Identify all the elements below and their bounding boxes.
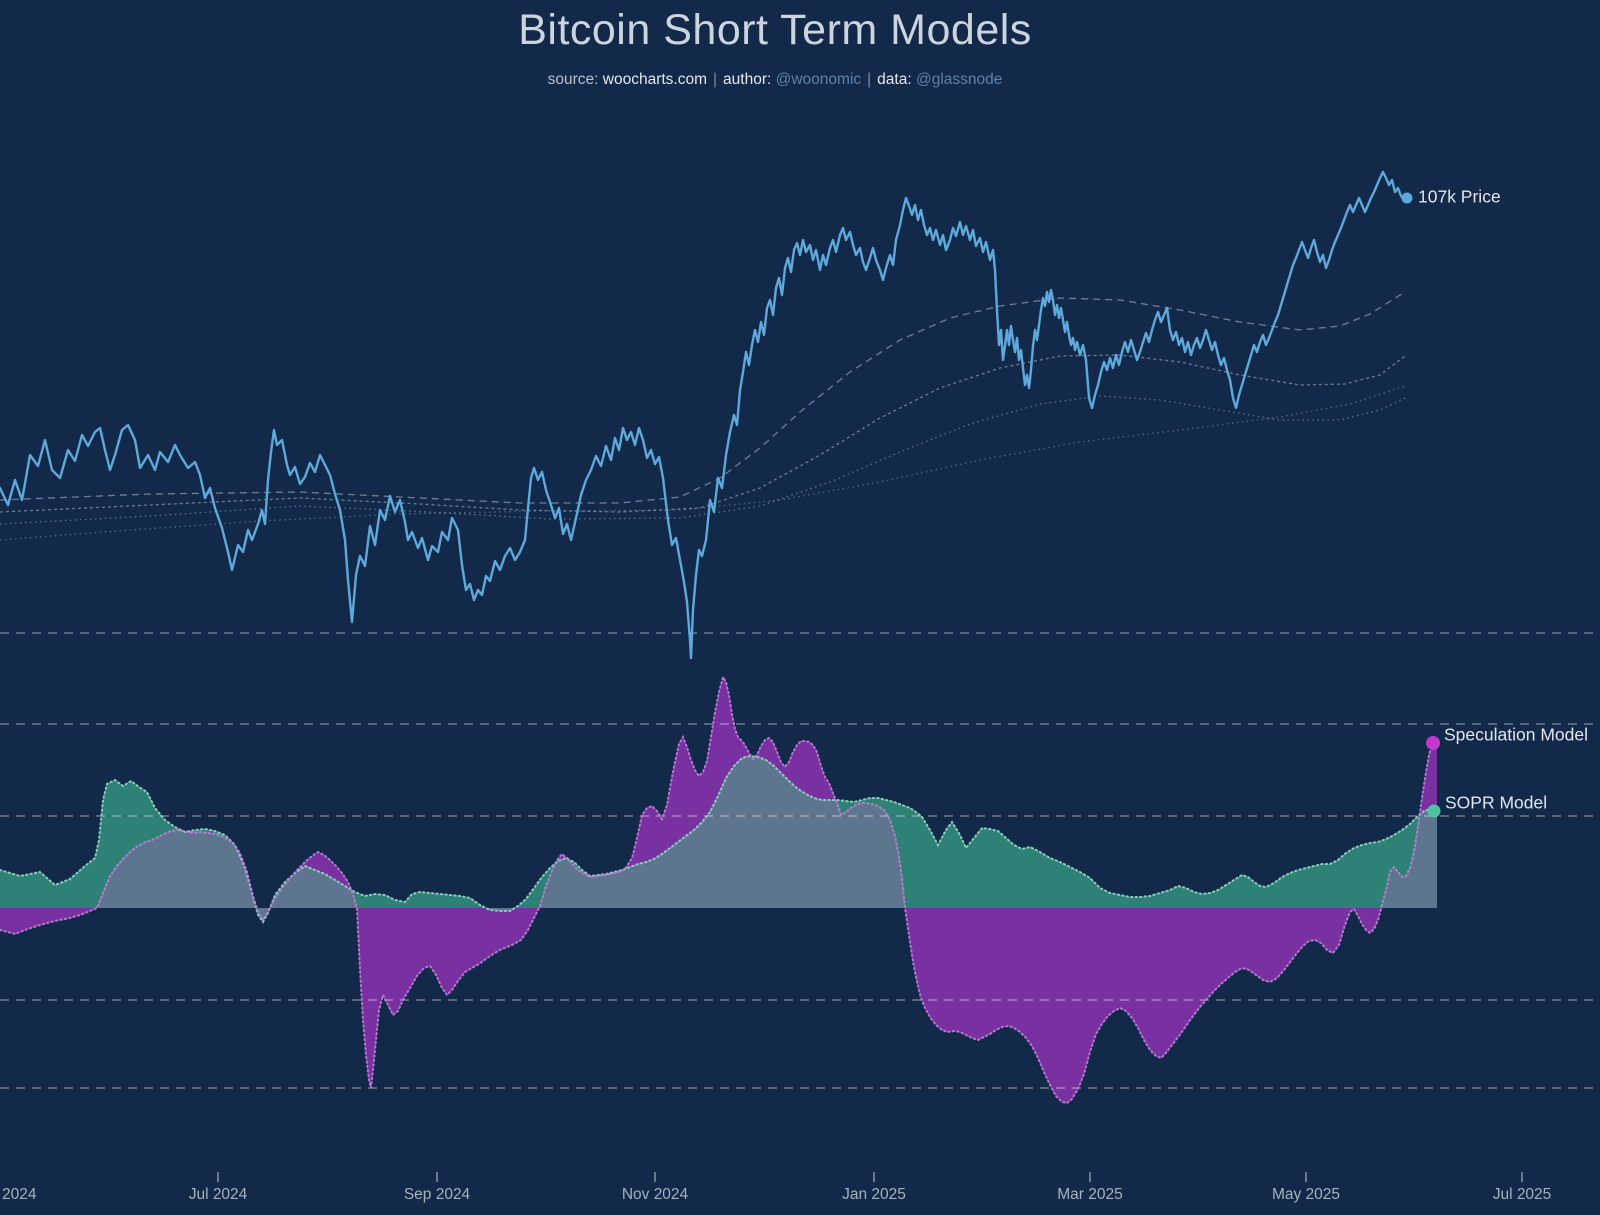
sopr-annotation: SOPR Model	[1445, 792, 1548, 813]
x-axis-label: Sep 2024	[403, 1186, 471, 1203]
source-value: woocharts.com	[602, 71, 708, 88]
x-axis-label: Jan 2025	[842, 1186, 906, 1203]
data-label: data:	[877, 71, 912, 88]
source-label: source:	[547, 71, 599, 88]
speculation-end-dot	[1426, 736, 1440, 750]
author-label: author:	[723, 71, 772, 88]
price-annotation: 107k Price	[1418, 186, 1501, 207]
ma-line	[0, 385, 1406, 541]
x-axis-label: Mar 2025	[1057, 1186, 1123, 1203]
speculation-edge	[0, 674, 1438, 1105]
x-axis-label: Jul 2025	[1492, 1186, 1552, 1203]
price-end-dot	[1401, 192, 1413, 204]
data-link[interactable]: @glassnode	[915, 71, 1003, 88]
page-title: Bitcoin Short Term Models	[518, 6, 1032, 54]
x-axis-label: 2024	[2, 1186, 37, 1203]
speculation-annotation: Speculation Model	[1444, 724, 1588, 745]
sopr-end-dot	[1427, 804, 1441, 818]
separator: |	[867, 71, 872, 88]
ma-line	[0, 354, 1406, 513]
overlap-area	[0, 756, 1437, 919]
x-axis-label: Nov 2024	[621, 1186, 689, 1203]
author-link[interactable]: @woonomic	[775, 71, 862, 88]
subtitle: source: woocharts.com | author: @woonomic |…	[548, 71, 1003, 89]
ma-line	[0, 395, 1406, 525]
ma-line	[0, 291, 1406, 504]
separator: |	[713, 71, 718, 88]
x-axis-label: Jul 2024	[188, 1186, 248, 1203]
price-line	[0, 170, 1409, 660]
x-axis-label: May 2025	[1271, 1186, 1341, 1203]
